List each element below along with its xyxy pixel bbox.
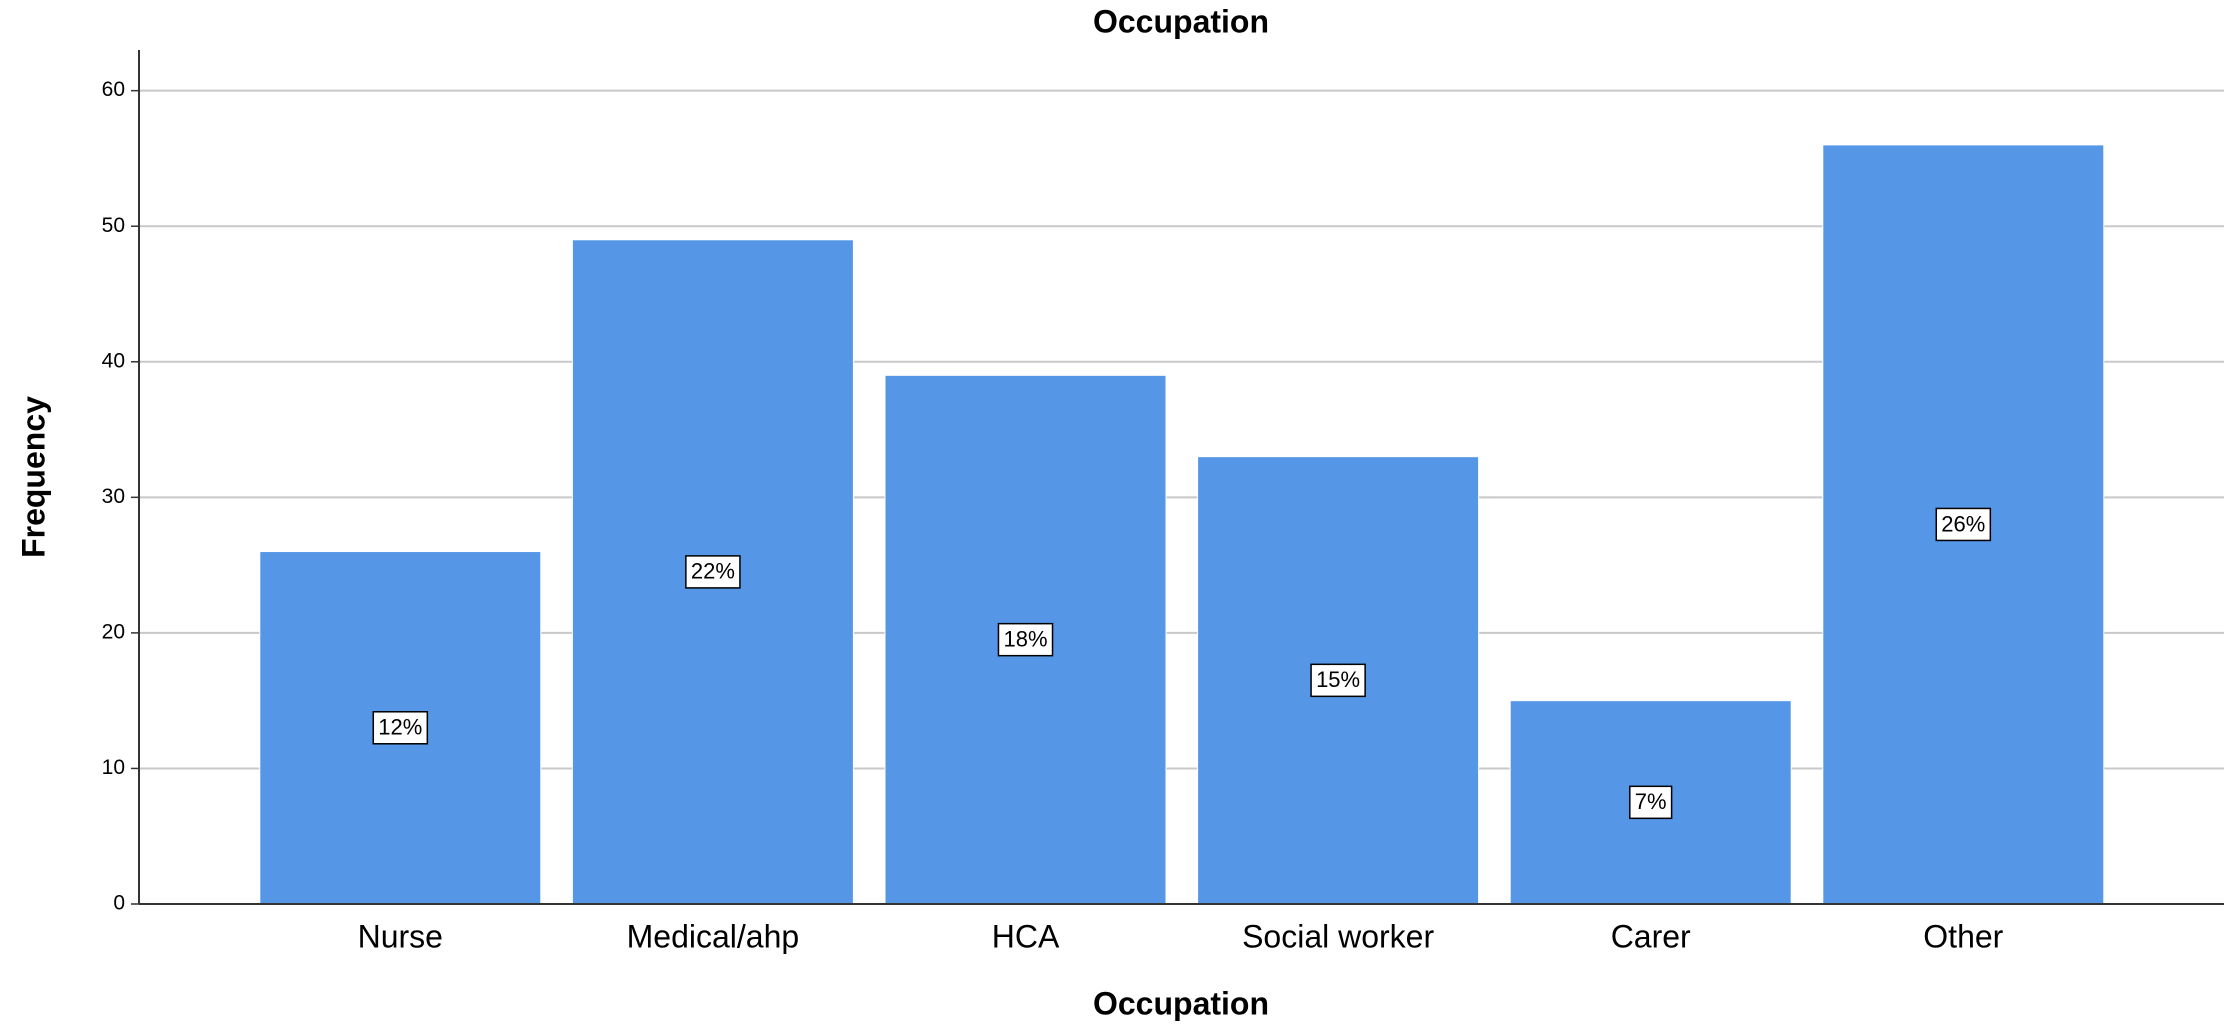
data-label: 18% [1003,626,1047,651]
x-tick-label: Social worker [1242,918,1434,954]
data-label: 7% [1635,789,1667,814]
x-tick-label: Carer [1611,918,1691,954]
y-tick-label: 20 [102,620,125,643]
y-axis-label: Frequency [15,396,51,558]
data-label: 26% [1941,511,1985,536]
chart-title: Occupation [1093,3,1269,39]
y-tick-label: 60 [102,78,125,101]
y-tick-label: 0 [113,892,125,915]
data-label-box [372,711,429,745]
x-tick-label: Medical/ahp [627,918,800,954]
y-tick-label: 40 [102,349,125,372]
y-tick-label: 50 [102,214,125,237]
data-label: 15% [1316,667,1360,692]
y-tick-label: 10 [102,756,125,779]
data-label-box [1629,785,1673,820]
x-axis-label: Occupation [1093,985,1269,1021]
data-label: 12% [378,715,422,740]
x-tick-label: Nurse [358,918,443,954]
data-label-box [997,622,1054,657]
x-tick-label: Other [1923,918,2003,954]
data-label-box [1310,663,1366,698]
y-tick-label: 30 [102,485,125,508]
data-label-box [1935,507,1992,542]
data-label: 22% [691,559,735,584]
x-tick-label: HCA [992,918,1060,954]
data-label-box [685,555,741,589]
